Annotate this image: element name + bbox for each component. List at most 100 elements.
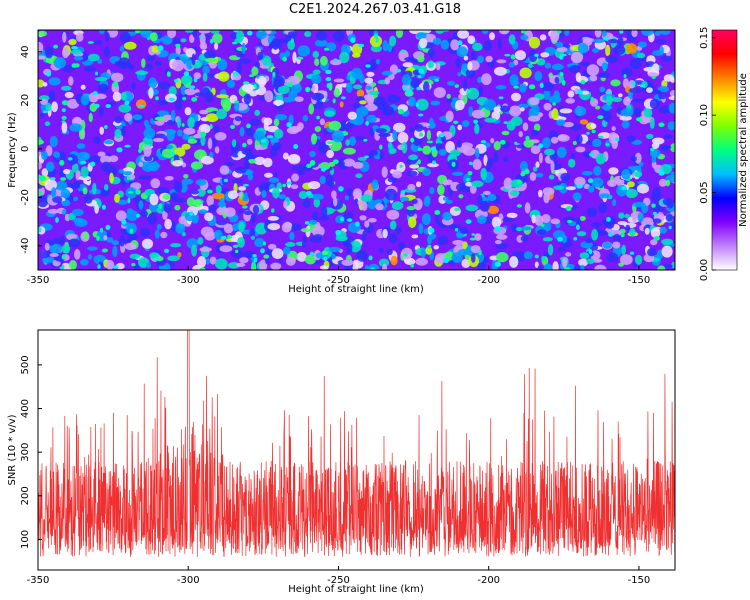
heatmap-blob: [627, 36, 637, 42]
heatmap-blob-core: [608, 232, 614, 237]
heatmap-blob: [601, 105, 613, 110]
heatmap-blob: [591, 222, 602, 228]
heatmap-blob: [291, 173, 299, 182]
heatmap-blob: [542, 187, 555, 196]
heatmap-blob: [564, 30, 570, 36]
heatmap-blob: [605, 95, 613, 106]
heatmap-blob: [178, 216, 188, 225]
heatmap-blob: [395, 30, 404, 39]
heatmap-blob-core: [503, 121, 508, 124]
heatmap-blob: [352, 161, 364, 169]
heatmap-blob: [247, 159, 257, 164]
x-tick-label: -350: [27, 575, 50, 586]
heatmap-blob: [236, 30, 245, 42]
heatmap-blob: [124, 112, 133, 122]
heatmap-blob-core: [60, 177, 67, 181]
heatmap-blob: [379, 151, 384, 160]
heatmap-blob: [254, 61, 260, 68]
heatmap-blob: [148, 163, 161, 169]
heatmap-blob-core: [320, 167, 327, 172]
heatmap-blob: [300, 228, 311, 233]
heatmap-blob-core: [305, 86, 311, 93]
heatmap-blob-core: [454, 207, 461, 212]
heatmap-blob: [608, 167, 619, 175]
heatmap-blob-core: [126, 176, 131, 180]
heatmap-blob: [618, 262, 624, 267]
heatmap-blob: [467, 35, 476, 44]
heatmap-blob: [201, 155, 214, 165]
heatmap-blob: [273, 118, 280, 127]
heatmap-blob: [427, 48, 436, 59]
heatmap-blob: [314, 126, 322, 132]
heatmap-blob: [246, 138, 253, 145]
heatmap-blob: [446, 97, 453, 103]
heatmap-blob: [556, 119, 566, 126]
heatmap-blob: [331, 130, 345, 143]
heatmap-blob-core: [253, 257, 258, 263]
heatmap-blob: [637, 52, 646, 59]
heatmap-blob: [623, 96, 631, 106]
heatmap-blob: [63, 168, 71, 175]
heatmap-blob-core: [272, 72, 276, 77]
heatmap-blob: [612, 199, 617, 207]
heatmap-blob: [181, 178, 194, 185]
heatmap-blob-core: [332, 98, 336, 104]
heatmap-blob: [47, 208, 59, 214]
heatmap-blob: [430, 100, 441, 106]
heatmap-blob: [309, 150, 316, 158]
heatmap-blob: [652, 63, 660, 75]
heatmap-blob: [114, 116, 123, 124]
heatmap-blob: [469, 184, 477, 194]
heatmap-blob: [194, 92, 205, 97]
heatmap-blob: [367, 218, 377, 223]
heatmap-blob: [397, 132, 409, 144]
heatmap-blob: [126, 208, 133, 214]
heatmap-blob: [637, 41, 647, 48]
heatmap-blob: [360, 194, 373, 202]
heatmap-blob-core: [363, 138, 368, 142]
heatmap-blob: [560, 172, 571, 182]
heatmap-blob: [304, 31, 312, 38]
heatmap-blob: [543, 89, 551, 100]
heatmap-blob-core: [621, 186, 627, 191]
heatmap-blob: [378, 258, 390, 267]
heatmap-blob-core: [271, 208, 275, 213]
heatmap-blob: [472, 158, 482, 170]
heatmap-blob: [94, 77, 108, 82]
snr-x-axis: -350 -300 -250 -200 -150: [27, 566, 650, 586]
heatmap-blob: [650, 239, 658, 246]
heatmap-blob-core: [124, 100, 130, 106]
heatmap-blob: [636, 165, 642, 173]
heatmap-blob: [216, 94, 229, 99]
heatmap-blob-core: [39, 175, 46, 182]
heatmap-blob: [186, 59, 194, 70]
heatmap-blob: [365, 85, 373, 91]
heatmap-blob: [138, 161, 144, 167]
heatmap-blob: [141, 210, 148, 218]
heatmap-blob: [166, 144, 174, 150]
heatmap-blob: [347, 111, 357, 120]
heatmap-blob-core: [341, 96, 346, 100]
heatmap-blob: [531, 214, 536, 224]
heatmap-blob: [232, 223, 240, 232]
heatmap-blob: [386, 209, 400, 220]
heatmap-blob: [352, 53, 361, 58]
heatmap-blob: [121, 179, 126, 188]
colorbar-label: Normalized spectral amplitude: [738, 73, 749, 227]
heatmap-blob: [271, 248, 284, 259]
heatmap-blob: [82, 187, 88, 195]
heatmap-blob: [520, 235, 529, 242]
heatmap-blob: [359, 100, 367, 105]
heatmap-blob: [141, 238, 154, 249]
heatmap-blob: [190, 161, 203, 170]
heatmap-blob: [149, 193, 159, 206]
heatmap-blob-core: [154, 257, 159, 261]
heatmap-blob: [495, 85, 507, 90]
heatmap-blob: [103, 184, 109, 191]
heatmap-blob: [539, 34, 547, 41]
heatmap-blob: [491, 216, 502, 229]
heatmap-blob: [135, 99, 147, 109]
heatmap-blob: [611, 97, 623, 103]
heatmap-blob: [414, 123, 424, 132]
heatmap-blob: [433, 87, 446, 98]
